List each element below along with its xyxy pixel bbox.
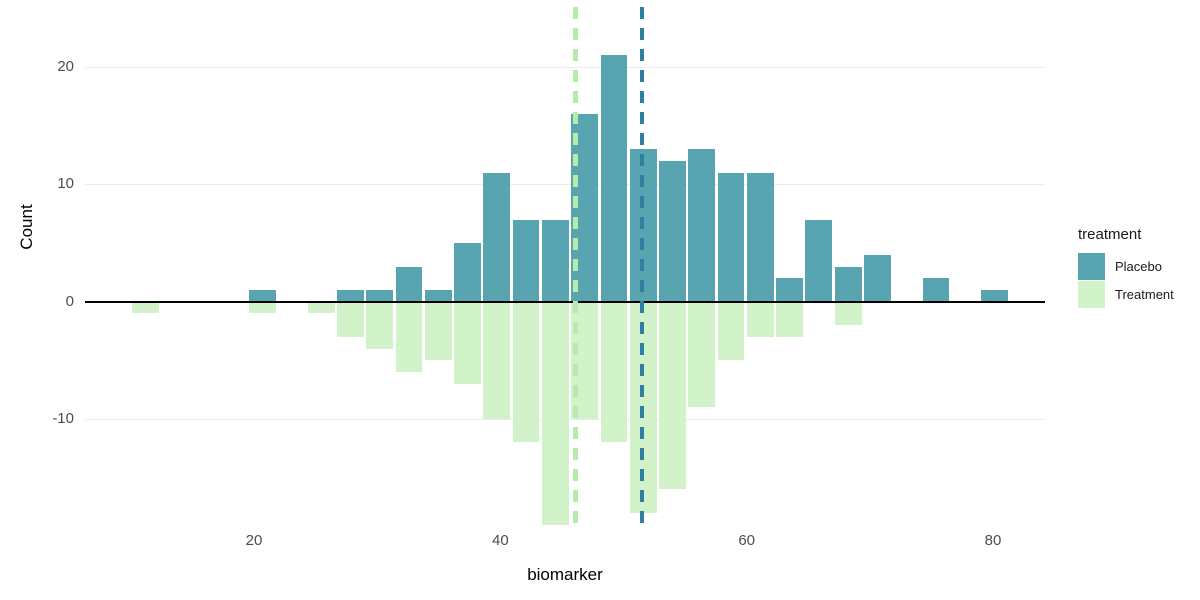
histogram-bar-placebo-bin25 <box>864 254 891 302</box>
histogram-bar-treatment-bin18 <box>659 301 686 490</box>
histogram-bar-treatment-bin22 <box>776 301 803 337</box>
histogram-bar-placebo-bin19 <box>688 149 716 302</box>
histogram-bar-treatment-bin9 <box>395 301 423 373</box>
histogram-bar-treatment-bin6 <box>307 301 335 314</box>
y-tick-label-10: 10 <box>57 175 74 193</box>
mean-line-placebo <box>639 7 645 523</box>
histogram-bar-placebo-bin8 <box>366 289 394 302</box>
x-tick-label-20: 20 <box>245 532 263 549</box>
x-axis-title: biomarker <box>527 565 603 584</box>
legend-label-placebo: Placebo <box>1115 258 1162 274</box>
x-tick-label-80: 80 <box>984 532 1002 549</box>
histogram-bar-treatment-bin14 <box>541 301 569 525</box>
histogram-bar-placebo-bin12 <box>483 172 511 302</box>
legend: treatment Placebo Treatment <box>1078 226 1198 308</box>
histogram-bar-treatment-bin19 <box>688 301 716 408</box>
histogram-bar-placebo-bin4 <box>249 289 276 302</box>
histogram-bar-placebo-bin14 <box>541 219 569 302</box>
histogram-bar-placebo-bin27 <box>922 278 950 302</box>
y-tick-label-20: 20 <box>57 58 74 76</box>
histogram-bar-treatment-bin7 <box>337 301 364 337</box>
histogram-bar-placebo-bin18 <box>659 160 686 302</box>
histogram-bar-placebo-bin24 <box>834 266 862 302</box>
histogram-bar-treatment-bin13 <box>512 301 540 443</box>
legend-item-treatment: Treatment <box>1078 280 1198 308</box>
histogram-bar-treatment-bin12 <box>483 301 511 419</box>
legend-item-placebo: Placebo <box>1078 252 1198 280</box>
x-tick-label-60: 60 <box>738 532 756 549</box>
histogram-bar-treatment-bin20 <box>717 301 745 361</box>
histogram-bar-treatment-bin24 <box>834 301 862 326</box>
histogram-bar-placebo-bin11 <box>454 243 481 302</box>
treatment-swatch <box>1078 280 1105 308</box>
histogram-bar-treatment-bin16 <box>600 301 628 443</box>
histogram-bar-placebo-bin22 <box>776 278 803 302</box>
y-tick-label-0: 0 <box>65 292 74 310</box>
histogram-bar-placebo-bin29 <box>981 289 1008 302</box>
histogram-bar-placebo-bin16 <box>600 55 628 302</box>
histogram-bar-placebo-bin13 <box>512 219 540 302</box>
histogram-bar-placebo-bin9 <box>395 266 423 302</box>
histogram-bar-placebo-bin23 <box>805 219 833 302</box>
placebo-swatch <box>1078 252 1105 280</box>
histogram-bar-placebo-bin20 <box>717 172 745 302</box>
y-tick-label--10: -10 <box>52 410 74 427</box>
histogram-bar-treatment-bin4 <box>249 301 276 314</box>
histogram-bar-treatment-bin10 <box>424 301 452 361</box>
gridline-y-10 <box>85 184 1045 186</box>
mean-line-treatment <box>573 7 578 523</box>
histogram-bar-treatment-bin0 <box>132 301 159 314</box>
histogram-bar-treatment-bin11 <box>454 301 481 384</box>
histogram-bar-treatment-bin8 <box>366 301 394 349</box>
plot-panel <box>85 7 1045 525</box>
histogram-bar-placebo-bin7 <box>337 289 364 302</box>
legend-title: treatment <box>1078 226 1142 243</box>
legend-label-treatment: Treatment <box>1115 286 1174 302</box>
histogram-bar-treatment-bin21 <box>746 301 774 337</box>
histogram-bar-placebo-bin21 <box>746 172 774 302</box>
histogram-bar-placebo-bin10 <box>424 289 452 302</box>
x-axis-line <box>85 300 1045 303</box>
gridline-y-20 <box>85 67 1045 69</box>
x-tick-label-40: 40 <box>491 532 509 549</box>
